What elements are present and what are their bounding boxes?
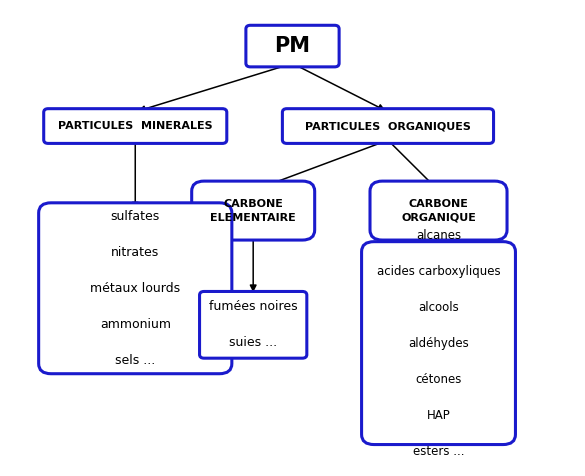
FancyBboxPatch shape	[39, 203, 232, 374]
Text: CARBONE
ELEMENTAIRE: CARBONE ELEMENTAIRE	[211, 198, 296, 223]
Text: alcanes

acides carboxyliques

alcools

aldéhydes

cétones

HAP

esters ...: alcanes acides carboxyliques alcools ald…	[377, 228, 500, 457]
FancyBboxPatch shape	[362, 242, 515, 445]
FancyBboxPatch shape	[192, 181, 315, 240]
FancyBboxPatch shape	[199, 291, 307, 358]
Text: fumées noires

suies ...: fumées noires suies ...	[209, 300, 298, 349]
FancyBboxPatch shape	[44, 109, 227, 143]
FancyBboxPatch shape	[246, 25, 339, 67]
FancyBboxPatch shape	[370, 181, 507, 240]
Text: CARBONE
ORGANIQUE: CARBONE ORGANIQUE	[401, 198, 476, 223]
Text: sulfates

nitrates

métaux lourds

ammonium

sels ...: sulfates nitrates métaux lourds ammonium…	[90, 210, 180, 367]
FancyBboxPatch shape	[283, 109, 494, 143]
Text: PARTICULES  MINERALES: PARTICULES MINERALES	[58, 121, 212, 131]
Text: PM: PM	[274, 36, 311, 56]
Text: PARTICULES  ORGANIQUES: PARTICULES ORGANIQUES	[305, 121, 471, 131]
